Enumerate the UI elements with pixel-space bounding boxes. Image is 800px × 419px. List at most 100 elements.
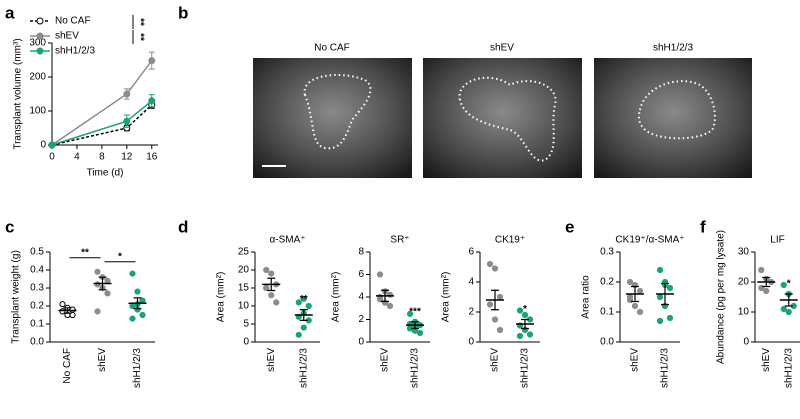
error-bar: [521, 318, 529, 330]
y-tick-label: 0.3: [30, 283, 44, 294]
panel-label: b: [178, 3, 188, 22]
legend-marker: [36, 32, 44, 40]
data-point: [386, 302, 394, 310]
x-tick-label: shEV: [490, 348, 501, 372]
data-point: [268, 270, 275, 277]
data-point: [516, 307, 524, 314]
data-point: [94, 281, 101, 288]
panel-label: f: [700, 217, 706, 236]
x-tick-label: 4: [74, 152, 80, 163]
data-point: [486, 301, 494, 308]
x-tick-label: No CAF: [62, 348, 73, 384]
panel-label: e: [565, 217, 574, 236]
y-axis-label: Transplant weight (g): [11, 250, 22, 344]
data-point: [300, 324, 307, 331]
x-tick-label: shEV: [266, 348, 277, 372]
x-tick-label: shEV: [380, 348, 391, 372]
data-point: [758, 266, 765, 274]
x-axis-label: Time (d): [87, 168, 124, 179]
data-point: [496, 293, 504, 301]
legend-label: shEV: [55, 31, 79, 42]
error-bar: [299, 309, 308, 321]
y-tick-label: 0.2: [30, 301, 44, 312]
x-tick-label: shEV: [630, 348, 641, 372]
data-point: [148, 57, 156, 65]
y-tick-label: 0.5: [30, 247, 44, 258]
data-point: [129, 302, 136, 310]
panel-label: a: [5, 3, 15, 22]
x-tick-label: shH1/2/3: [410, 348, 421, 388]
ultrasound-image: [594, 58, 752, 178]
chart-title: SR⁺: [390, 235, 409, 246]
x-tick-label: shH1/2/3: [132, 348, 143, 388]
significance-label: **: [134, 18, 145, 26]
data-point: [496, 326, 504, 334]
significance-label: *: [523, 304, 527, 315]
image-title: shH1/2/3: [653, 43, 693, 54]
error-bar: [98, 276, 107, 291]
data-point: [656, 266, 664, 274]
y-tick-label: 20: [738, 277, 750, 288]
y-tick-label: 5: [243, 319, 249, 330]
data-point: [656, 317, 664, 325]
data-point: [376, 271, 384, 278]
x-tick-label: shEV: [761, 348, 772, 372]
error-bar: [784, 293, 793, 307]
x-tick-label: shH1/2/3: [660, 348, 671, 388]
data-point: [666, 314, 674, 322]
significance-label: ***: [409, 306, 421, 317]
data-point: [521, 311, 529, 319]
x-tick-label: shH1/2/3: [298, 348, 309, 388]
panel-label: c: [5, 217, 14, 236]
data-point: [656, 293, 664, 301]
chart-title: α-SMA⁺: [269, 235, 305, 246]
y-tick-label: 200: [29, 72, 46, 83]
data-point: [785, 308, 792, 316]
data-point: [295, 299, 302, 306]
data-point: [636, 287, 644, 295]
ultrasound-images: [253, 58, 752, 178]
data-point: [129, 315, 136, 322]
data-point: [104, 290, 111, 297]
data-point: [94, 268, 101, 275]
significance-label: *: [787, 279, 791, 290]
chart-title: CK19⁺/α-SMA⁺: [615, 235, 684, 246]
tumor-outline: [458, 76, 557, 162]
data-point: [780, 281, 787, 289]
y-axis-label: Area (mm²): [216, 272, 227, 323]
error-bar: [491, 289, 499, 311]
y-tick-label: 6: [468, 247, 474, 258]
y-tick-label: 0.2: [600, 277, 614, 288]
error-bar: [411, 321, 419, 330]
chart-title: LIF: [770, 235, 784, 246]
data-point: [123, 90, 131, 98]
x-tick-label: shH1/2/3: [520, 348, 531, 388]
y-tick-label: 4: [358, 292, 364, 303]
data-point: [416, 329, 424, 337]
data-point: [300, 295, 307, 302]
data-point: [139, 311, 146, 319]
error-bar: [762, 276, 771, 288]
data-point: [139, 297, 146, 304]
data-point: [526, 331, 534, 338]
ultrasound-image: [253, 58, 412, 178]
data-point: [406, 310, 414, 317]
data-point: [129, 270, 136, 277]
image-title: shEV: [490, 43, 514, 54]
significance-label: **: [134, 33, 145, 41]
legend-marker: [36, 47, 44, 55]
y-tick-label: 10: [238, 301, 250, 312]
ultrasound-image: [423, 58, 582, 178]
y-tick-label: 0: [743, 337, 749, 348]
y-tick-label: 20: [238, 265, 250, 276]
y-tick-label: 0.1: [600, 307, 614, 318]
error-bar: [267, 277, 276, 292]
data-point: [123, 117, 131, 125]
error-bar: [63, 307, 72, 314]
data-point: [59, 301, 66, 308]
y-tick-label: 300: [29, 38, 46, 49]
data-point: [763, 287, 770, 295]
x-tick-label: 8: [99, 152, 105, 163]
data-point: [780, 305, 787, 313]
